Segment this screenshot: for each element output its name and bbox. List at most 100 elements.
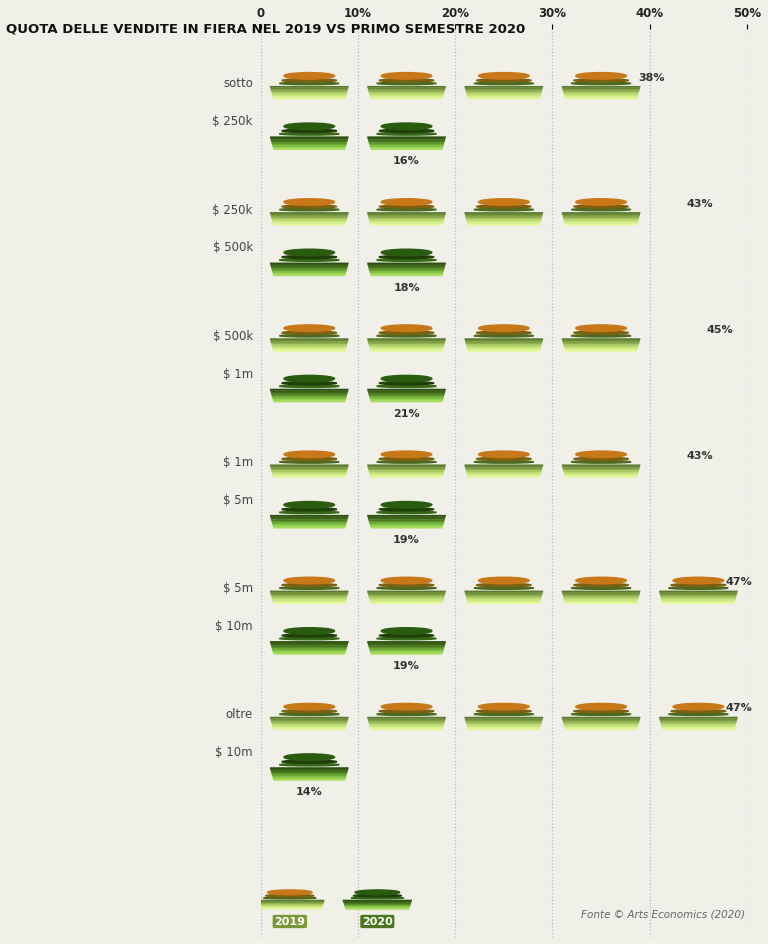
Ellipse shape — [266, 895, 314, 897]
FancyBboxPatch shape — [468, 602, 540, 604]
Ellipse shape — [381, 376, 432, 382]
FancyBboxPatch shape — [272, 648, 347, 649]
Ellipse shape — [284, 199, 335, 206]
Ellipse shape — [377, 512, 436, 514]
FancyBboxPatch shape — [465, 594, 542, 596]
FancyBboxPatch shape — [369, 396, 444, 397]
FancyBboxPatch shape — [273, 601, 346, 603]
Ellipse shape — [381, 124, 432, 130]
FancyBboxPatch shape — [368, 593, 445, 595]
Ellipse shape — [574, 79, 628, 83]
FancyBboxPatch shape — [255, 900, 324, 902]
FancyBboxPatch shape — [659, 717, 737, 719]
FancyBboxPatch shape — [564, 471, 639, 473]
Ellipse shape — [282, 331, 336, 335]
FancyBboxPatch shape — [368, 643, 445, 645]
Text: 47%: 47% — [726, 577, 753, 586]
Ellipse shape — [381, 74, 432, 80]
FancyBboxPatch shape — [368, 391, 445, 393]
FancyBboxPatch shape — [564, 472, 638, 474]
Ellipse shape — [574, 710, 628, 713]
Ellipse shape — [476, 583, 531, 587]
FancyBboxPatch shape — [369, 646, 445, 648]
Ellipse shape — [284, 502, 335, 509]
FancyBboxPatch shape — [368, 466, 445, 468]
FancyBboxPatch shape — [271, 772, 347, 774]
FancyBboxPatch shape — [273, 347, 346, 349]
Ellipse shape — [478, 703, 529, 710]
FancyBboxPatch shape — [256, 902, 324, 903]
FancyBboxPatch shape — [369, 597, 444, 598]
FancyBboxPatch shape — [561, 213, 641, 214]
Ellipse shape — [353, 895, 402, 897]
FancyBboxPatch shape — [369, 272, 443, 274]
FancyBboxPatch shape — [271, 216, 348, 218]
FancyBboxPatch shape — [367, 465, 446, 466]
FancyBboxPatch shape — [468, 350, 540, 352]
FancyBboxPatch shape — [271, 90, 348, 92]
FancyBboxPatch shape — [565, 729, 637, 731]
Ellipse shape — [280, 260, 339, 262]
FancyBboxPatch shape — [273, 729, 346, 731]
FancyBboxPatch shape — [369, 469, 445, 471]
FancyBboxPatch shape — [270, 717, 349, 719]
Ellipse shape — [379, 508, 434, 512]
FancyBboxPatch shape — [369, 222, 443, 224]
FancyBboxPatch shape — [271, 469, 347, 471]
FancyBboxPatch shape — [270, 718, 348, 720]
FancyBboxPatch shape — [564, 347, 638, 349]
FancyBboxPatch shape — [468, 98, 540, 100]
FancyBboxPatch shape — [564, 726, 638, 728]
FancyBboxPatch shape — [367, 213, 446, 214]
FancyBboxPatch shape — [345, 905, 410, 906]
Ellipse shape — [474, 335, 534, 338]
Ellipse shape — [474, 714, 534, 716]
Ellipse shape — [571, 462, 631, 464]
FancyBboxPatch shape — [367, 717, 446, 719]
FancyBboxPatch shape — [368, 645, 445, 647]
FancyBboxPatch shape — [563, 217, 639, 219]
FancyBboxPatch shape — [273, 275, 346, 277]
FancyBboxPatch shape — [367, 515, 446, 517]
Ellipse shape — [574, 206, 628, 209]
Ellipse shape — [379, 130, 434, 133]
FancyBboxPatch shape — [369, 598, 444, 600]
Ellipse shape — [478, 326, 529, 332]
FancyBboxPatch shape — [345, 906, 410, 908]
FancyBboxPatch shape — [369, 471, 444, 473]
FancyBboxPatch shape — [369, 268, 445, 270]
FancyBboxPatch shape — [468, 601, 540, 603]
FancyBboxPatch shape — [344, 903, 411, 904]
Ellipse shape — [377, 210, 436, 211]
Text: 38%: 38% — [638, 73, 664, 82]
FancyBboxPatch shape — [465, 591, 543, 593]
FancyBboxPatch shape — [270, 389, 349, 391]
FancyBboxPatch shape — [660, 721, 737, 723]
Ellipse shape — [576, 74, 627, 80]
FancyBboxPatch shape — [257, 905, 323, 906]
FancyBboxPatch shape — [564, 723, 639, 725]
FancyBboxPatch shape — [370, 399, 443, 401]
Ellipse shape — [282, 508, 336, 512]
FancyBboxPatch shape — [272, 724, 346, 726]
Ellipse shape — [379, 256, 434, 260]
FancyBboxPatch shape — [564, 475, 637, 477]
FancyBboxPatch shape — [369, 398, 443, 400]
FancyBboxPatch shape — [660, 718, 737, 720]
Ellipse shape — [282, 710, 336, 713]
FancyBboxPatch shape — [272, 396, 347, 397]
Text: QUOTA DELLE VENDITE IN FIERA NEL 2019 VS PRIMO SEMESTRE 2020: QUOTA DELLE VENDITE IN FIERA NEL 2019 VS… — [6, 23, 525, 36]
FancyBboxPatch shape — [370, 475, 443, 477]
Ellipse shape — [478, 74, 529, 80]
Ellipse shape — [576, 578, 627, 584]
FancyBboxPatch shape — [273, 146, 346, 148]
FancyBboxPatch shape — [272, 345, 347, 346]
FancyBboxPatch shape — [369, 269, 444, 271]
Ellipse shape — [574, 583, 628, 587]
FancyBboxPatch shape — [562, 718, 640, 720]
Ellipse shape — [574, 458, 628, 461]
FancyBboxPatch shape — [370, 526, 443, 528]
FancyBboxPatch shape — [273, 225, 346, 227]
FancyBboxPatch shape — [272, 521, 347, 523]
FancyBboxPatch shape — [369, 143, 444, 145]
